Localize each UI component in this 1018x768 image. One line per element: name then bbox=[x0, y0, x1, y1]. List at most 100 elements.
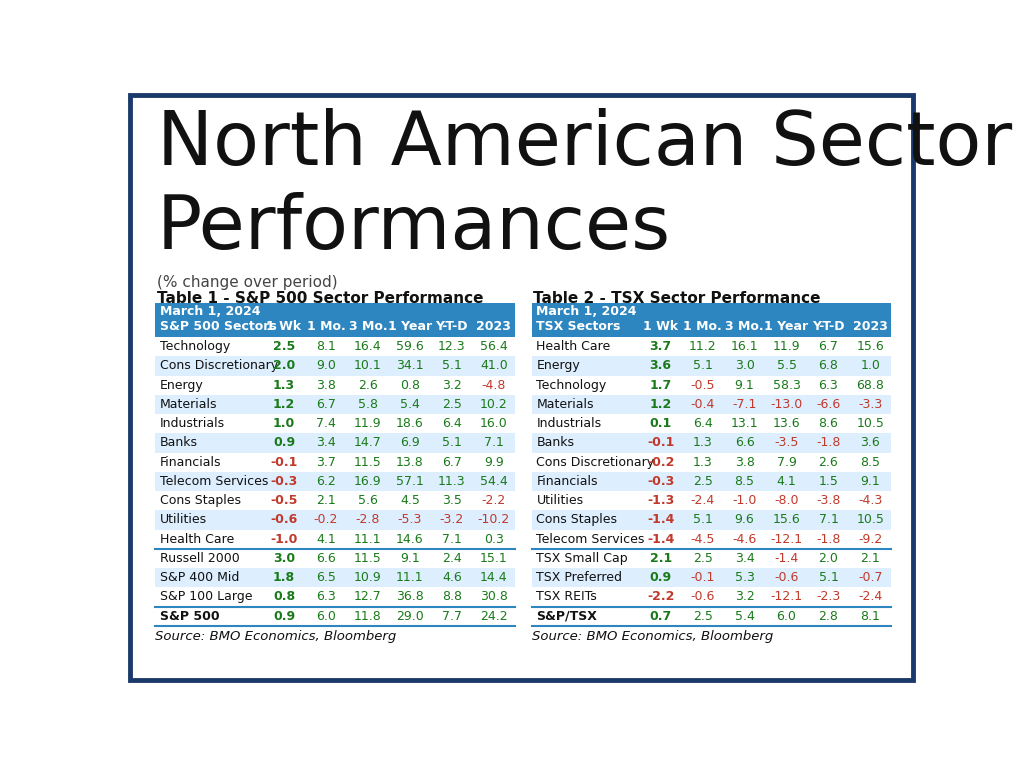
Text: 6.0: 6.0 bbox=[316, 610, 336, 623]
Text: 11.9: 11.9 bbox=[354, 417, 382, 430]
Text: 6.7: 6.7 bbox=[442, 455, 462, 468]
Text: 6.3: 6.3 bbox=[316, 591, 336, 604]
Text: 57.1: 57.1 bbox=[396, 475, 423, 488]
Text: North American Sector: North American Sector bbox=[157, 108, 1012, 180]
Text: 41.0: 41.0 bbox=[479, 359, 508, 372]
Text: 16.9: 16.9 bbox=[354, 475, 382, 488]
FancyBboxPatch shape bbox=[531, 607, 892, 626]
Text: 10.9: 10.9 bbox=[354, 571, 382, 584]
Text: -1.0: -1.0 bbox=[271, 533, 297, 545]
Text: 1 Year: 1 Year bbox=[765, 320, 808, 333]
FancyBboxPatch shape bbox=[155, 303, 515, 337]
Text: 12.7: 12.7 bbox=[354, 591, 382, 604]
FancyBboxPatch shape bbox=[531, 433, 892, 452]
FancyBboxPatch shape bbox=[155, 414, 515, 433]
Text: -3.2: -3.2 bbox=[440, 513, 464, 526]
Text: -1.8: -1.8 bbox=[816, 436, 841, 449]
Text: 13.1: 13.1 bbox=[731, 417, 758, 430]
Text: Telecom Services: Telecom Services bbox=[536, 533, 644, 545]
Text: 5.5: 5.5 bbox=[777, 359, 796, 372]
FancyBboxPatch shape bbox=[155, 491, 515, 510]
Text: 2.5: 2.5 bbox=[692, 552, 713, 565]
Text: 5.3: 5.3 bbox=[735, 571, 754, 584]
Text: 13.6: 13.6 bbox=[773, 417, 800, 430]
Text: Energy: Energy bbox=[536, 359, 580, 372]
FancyBboxPatch shape bbox=[155, 337, 515, 356]
FancyBboxPatch shape bbox=[155, 433, 515, 452]
Text: TSX Sectors: TSX Sectors bbox=[536, 320, 621, 333]
Text: -12.1: -12.1 bbox=[771, 533, 802, 545]
FancyBboxPatch shape bbox=[531, 452, 892, 472]
Text: 1.3: 1.3 bbox=[273, 379, 295, 392]
Text: 11.9: 11.9 bbox=[773, 340, 800, 353]
Text: 3.6: 3.6 bbox=[860, 436, 881, 449]
Text: 1.8: 1.8 bbox=[273, 571, 295, 584]
Text: 0.9: 0.9 bbox=[649, 571, 672, 584]
Text: 5.8: 5.8 bbox=[358, 398, 378, 411]
Text: 9.9: 9.9 bbox=[484, 455, 504, 468]
Text: -8.0: -8.0 bbox=[775, 494, 799, 507]
Text: -2.4: -2.4 bbox=[858, 591, 883, 604]
Text: 1 Mo.: 1 Mo. bbox=[306, 320, 345, 333]
Text: Performances: Performances bbox=[157, 192, 671, 265]
Text: 6.3: 6.3 bbox=[818, 379, 839, 392]
Text: 3 Mo.: 3 Mo. bbox=[725, 320, 764, 333]
Text: 11.8: 11.8 bbox=[354, 610, 382, 623]
Text: 1.2: 1.2 bbox=[273, 398, 295, 411]
Text: -0.3: -0.3 bbox=[271, 475, 297, 488]
Text: 6.0: 6.0 bbox=[777, 610, 796, 623]
Text: 3.4: 3.4 bbox=[316, 436, 336, 449]
Text: 0.9: 0.9 bbox=[273, 610, 295, 623]
Text: Source: BMO Economics, Bloomberg: Source: BMO Economics, Bloomberg bbox=[155, 631, 396, 644]
FancyBboxPatch shape bbox=[155, 588, 515, 607]
Text: 0.3: 0.3 bbox=[484, 533, 504, 545]
Text: 3.2: 3.2 bbox=[735, 591, 754, 604]
Text: Cons Staples: Cons Staples bbox=[536, 513, 618, 526]
Text: -0.1: -0.1 bbox=[647, 436, 674, 449]
Text: -0.1: -0.1 bbox=[271, 455, 297, 468]
Text: 8.8: 8.8 bbox=[442, 591, 462, 604]
FancyBboxPatch shape bbox=[531, 568, 892, 588]
Text: 3.8: 3.8 bbox=[316, 379, 336, 392]
FancyBboxPatch shape bbox=[155, 376, 515, 395]
Text: 3.7: 3.7 bbox=[316, 455, 336, 468]
Text: 3.7: 3.7 bbox=[649, 340, 672, 353]
Text: 2.5: 2.5 bbox=[692, 610, 713, 623]
Text: 3.4: 3.4 bbox=[735, 552, 754, 565]
FancyBboxPatch shape bbox=[531, 588, 892, 607]
Text: Banks: Banks bbox=[160, 436, 197, 449]
Text: 0.8: 0.8 bbox=[273, 591, 295, 604]
Text: 1.3: 1.3 bbox=[692, 436, 713, 449]
Text: 3.6: 3.6 bbox=[649, 359, 672, 372]
Text: 5.6: 5.6 bbox=[358, 494, 378, 507]
Text: Materials: Materials bbox=[536, 398, 593, 411]
Text: Utilities: Utilities bbox=[536, 494, 583, 507]
Text: 2023: 2023 bbox=[853, 320, 888, 333]
Text: Utilities: Utilities bbox=[160, 513, 207, 526]
Text: Table 2 - TSX Sector Performance: Table 2 - TSX Sector Performance bbox=[533, 291, 821, 306]
Text: 5.1: 5.1 bbox=[818, 571, 839, 584]
Text: 7.9: 7.9 bbox=[777, 455, 796, 468]
Text: 14.6: 14.6 bbox=[396, 533, 423, 545]
FancyBboxPatch shape bbox=[531, 491, 892, 510]
Text: March 1, 2024: March 1, 2024 bbox=[160, 306, 261, 319]
Text: -5.3: -5.3 bbox=[398, 513, 422, 526]
Text: March 1, 2024: March 1, 2024 bbox=[536, 306, 637, 319]
Text: 7.4: 7.4 bbox=[316, 417, 336, 430]
Text: 5.1: 5.1 bbox=[442, 359, 462, 372]
Text: -13.0: -13.0 bbox=[771, 398, 802, 411]
Text: -1.8: -1.8 bbox=[816, 533, 841, 545]
Text: 8.1: 8.1 bbox=[316, 340, 336, 353]
FancyBboxPatch shape bbox=[531, 549, 892, 568]
Text: 1.2: 1.2 bbox=[649, 398, 672, 411]
Text: S&P 500 Sectors: S&P 500 Sectors bbox=[160, 320, 277, 333]
Text: 36.8: 36.8 bbox=[396, 591, 423, 604]
FancyBboxPatch shape bbox=[531, 356, 892, 376]
Text: -2.8: -2.8 bbox=[355, 513, 380, 526]
Text: 13.8: 13.8 bbox=[396, 455, 423, 468]
Text: 9.1: 9.1 bbox=[400, 552, 419, 565]
Text: Cons Staples: Cons Staples bbox=[160, 494, 241, 507]
Text: Energy: Energy bbox=[160, 379, 204, 392]
Text: 14.7: 14.7 bbox=[354, 436, 382, 449]
Text: 7.1: 7.1 bbox=[484, 436, 504, 449]
